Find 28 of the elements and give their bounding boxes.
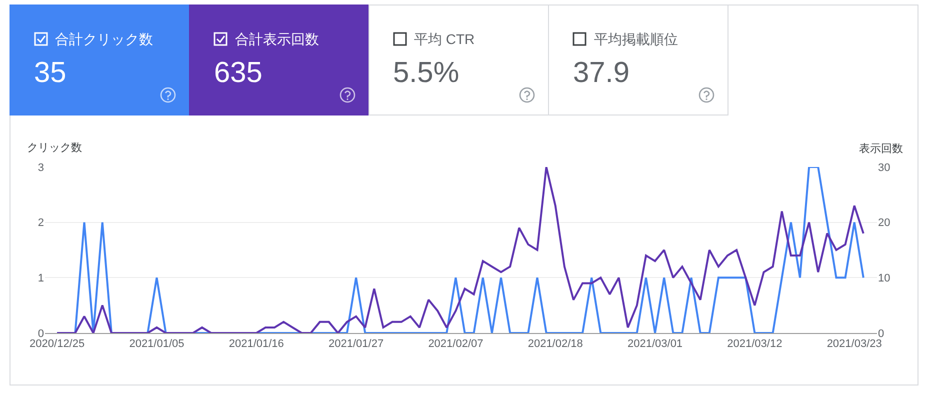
x-tick-label: 2021/02/07 — [428, 338, 484, 350]
y-tick-label: 1 — [38, 272, 44, 285]
x-tick-label: 2021/01/16 — [228, 338, 284, 350]
x-tick-label: 2021/03/01 — [628, 338, 683, 350]
y2-tick-label: 10 — [878, 272, 890, 285]
text: 合計クリック数 — [55, 31, 153, 47]
y-tick-label: 3 — [38, 162, 44, 174]
line-series — [56, 167, 864, 333]
x-tick-label: 2021/03/12 — [727, 338, 782, 350]
x-tick-label: 2021/02/18 — [528, 338, 583, 350]
x-tick-label: 2020/12/25 — [30, 338, 85, 350]
y2-tick-label: 20 — [878, 217, 890, 230]
text: 635 — [214, 57, 262, 89]
text: 37.9 — [573, 57, 630, 89]
text: 平均掲載順位 — [594, 31, 678, 47]
text: 35 — [34, 57, 66, 89]
text: 平均 CTR — [414, 31, 475, 47]
y-axis-title: クリック数 — [27, 142, 82, 154]
y-tick-label: 0 — [38, 328, 44, 340]
y2-tick-label: 0 — [878, 328, 884, 340]
x-tick-label: 2021/01/05 — [129, 338, 184, 350]
y-tick-label: 2 — [38, 217, 44, 230]
y2-tick-label: 30 — [878, 162, 890, 174]
text: 5.5% — [393, 57, 460, 89]
y2-axis-title: 表示回数 — [859, 142, 903, 155]
x-tick-label: 2021/01/27 — [328, 338, 384, 350]
x-tick-label: 2021/03/23 — [826, 338, 882, 350]
text: 合計表示回数 — [235, 31, 319, 47]
